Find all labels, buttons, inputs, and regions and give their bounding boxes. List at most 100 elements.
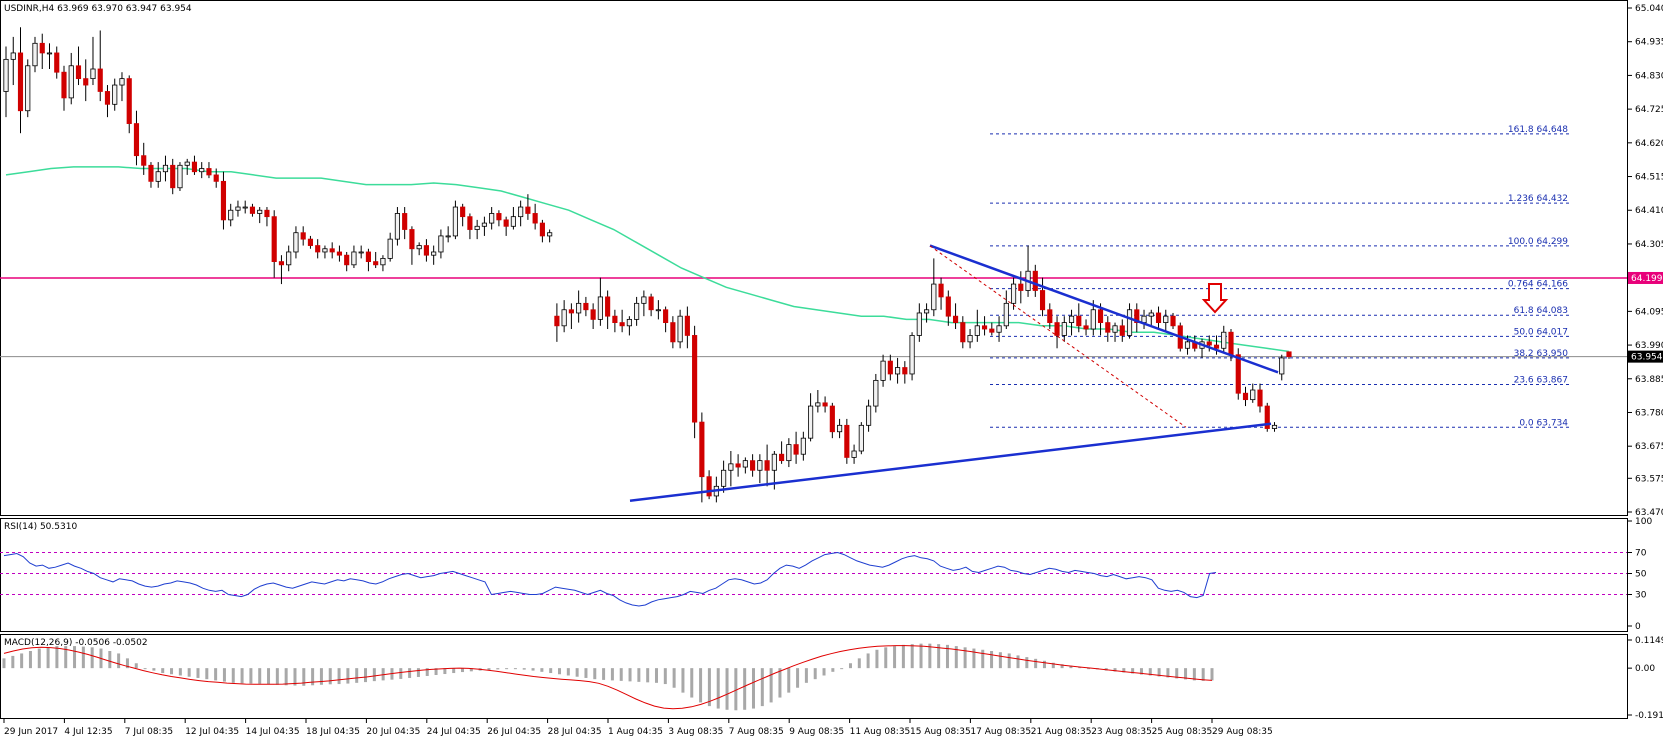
bear-candle-body: [271, 216, 277, 263]
candle: [728, 451, 734, 487]
macd-histogram-bar: [522, 668, 526, 670]
x-tick-label: 17 Aug 08:35: [970, 727, 1031, 737]
macd-histogram-bar: [716, 668, 720, 709]
macd-histogram-bar: [990, 650, 994, 669]
bull-candle-body: [438, 235, 444, 253]
candle: [800, 431, 806, 461]
price-tick-label: 64.515: [1635, 173, 1663, 183]
macd-histogram-bar: [178, 668, 182, 676]
macd-histogram-bar: [205, 668, 209, 680]
candle: [474, 219, 480, 240]
bear-candle-body: [1286, 351, 1292, 358]
macd-histogram-bar: [1078, 666, 1082, 669]
candle: [365, 248, 372, 272]
macd-signal-line: [3, 645, 1213, 710]
bull-candle-body: [931, 283, 937, 311]
macd-histogram-bar: [108, 650, 112, 669]
candle: [1112, 322, 1118, 342]
candle: [286, 245, 292, 272]
macd-histogram-bar: [813, 668, 817, 680]
candle: [315, 239, 321, 259]
price-tick-label: 64.725: [1635, 105, 1663, 115]
macd-histogram-bar: [461, 668, 465, 673]
bull-candle-body: [387, 238, 393, 259]
candle: [663, 306, 669, 333]
bear-candle-body: [1083, 325, 1089, 330]
macd-histogram-bar: [311, 668, 315, 686]
x-tick-label: 29 Aug 08:35: [1212, 727, 1273, 737]
candle: [481, 216, 487, 236]
chart-title: USDINR,H4 63.969 63.970 63.947 63.954: [4, 4, 192, 14]
bull-candle-body: [380, 257, 386, 266]
bear-candle-body: [141, 155, 147, 166]
bear-candle-body: [503, 219, 509, 227]
bull-candle-body: [431, 251, 437, 256]
bull-candle-body: [162, 164, 169, 173]
candle: [742, 457, 748, 474]
bull-candle-body: [68, 65, 74, 99]
bear-candle-body: [590, 309, 596, 320]
macd-histogram-bar: [690, 668, 694, 698]
bear-candle-body: [409, 229, 415, 250]
candle: [489, 207, 495, 230]
bear-candle-body: [699, 421, 705, 478]
candle: [699, 412, 705, 503]
macd-histogram-bar: [743, 668, 747, 710]
price-panel: 65.040 64.935 64.830 64.725 64.620 64.515 64.4…: [0, 4, 1663, 518]
candle: [344, 251, 350, 272]
macd-histogram-bar: [1201, 668, 1205, 681]
candle: [213, 168, 219, 188]
candle: [133, 110, 140, 166]
price-tick-label: 63.885: [1635, 375, 1663, 385]
candle: [757, 454, 763, 484]
macd-histogram-bar: [249, 668, 253, 684]
bear-candle-body: [1097, 309, 1104, 323]
candle: [822, 396, 828, 413]
bear-candle-body: [1155, 312, 1162, 323]
bull-candle-body: [1184, 341, 1191, 349]
bull-candle-body: [728, 463, 734, 471]
candle: [380, 255, 386, 272]
macd-histogram-bar: [663, 668, 667, 685]
macd-histogram-bar: [681, 668, 685, 693]
macd-histogram-bar: [910, 644, 914, 669]
macd-tick-label: -0.1913: [1635, 711, 1663, 721]
bull-candle-body: [1279, 357, 1285, 375]
bear-candle-body: [336, 251, 343, 256]
macd-histogram-bar: [328, 668, 332, 685]
candle: [162, 155, 169, 182]
macd-histogram-bar: [734, 668, 738, 711]
current-price-tag: [1628, 350, 1663, 363]
macd-histogram-bar: [143, 668, 147, 670]
bear-candle-body: [329, 248, 335, 253]
macd-histogram-bar: [1184, 668, 1188, 680]
bear-candle-body: [1228, 331, 1234, 356]
candle: [866, 399, 872, 432]
candle: [39, 33, 45, 69]
candle: [996, 316, 1002, 342]
bear-candle-body: [981, 325, 988, 330]
macd-histogram-bar: [443, 668, 447, 675]
macd-histogram-bar: [1131, 668, 1135, 674]
candle: [634, 296, 640, 326]
candle: [177, 162, 183, 191]
macd-histogram-bar: [1042, 660, 1046, 669]
macd-histogram-bar: [866, 653, 870, 669]
bull-candle-body: [851, 450, 857, 458]
macd-histogram-bar: [46, 647, 50, 669]
bull-candle-body: [641, 296, 647, 304]
bear-candle-body: [692, 335, 698, 423]
bear-candle-body: [706, 476, 712, 497]
macd-histogram-bar: [928, 643, 932, 669]
candle: [655, 300, 661, 320]
candle: [329, 242, 335, 259]
bull-candle-body: [25, 65, 31, 112]
bull-candle-body: [90, 68, 96, 80]
macd-histogram-bar: [496, 668, 500, 670]
rsi-tick-label: 0: [1635, 622, 1641, 632]
macd-histogram-bar: [81, 646, 85, 669]
macd-histogram-bar: [1060, 664, 1064, 669]
bull-candle-body: [1148, 312, 1154, 317]
bull-candle-body: [1068, 315, 1075, 323]
bull-candle-body: [184, 161, 190, 166]
